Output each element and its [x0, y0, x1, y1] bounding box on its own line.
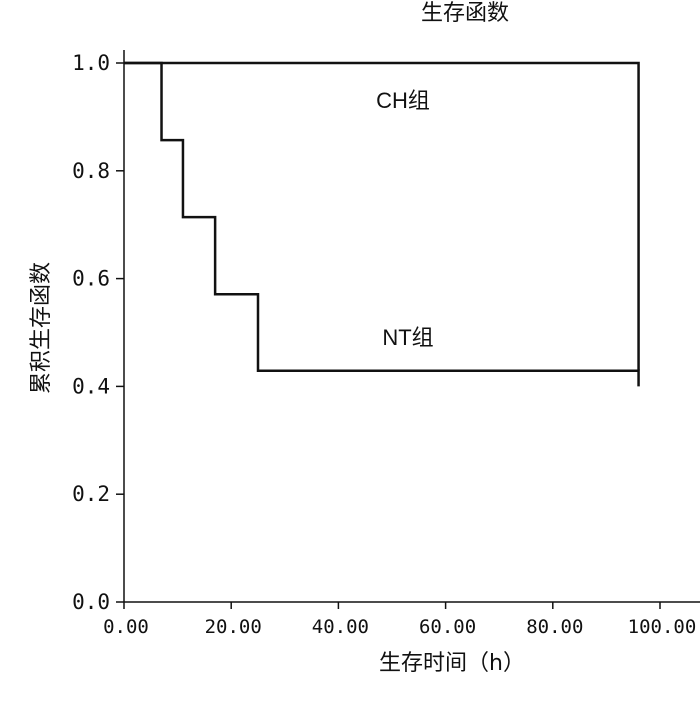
- x-axis-label: 生存时间（h）: [379, 651, 525, 676]
- y-axis-label-group: 累积生存函数: [29, 262, 54, 394]
- y-tick-label: 0.4: [72, 374, 110, 398]
- y-tick-label: 0.0: [72, 590, 110, 614]
- y-tick-label: 0.2: [72, 482, 110, 506]
- series-line-1: [124, 61, 640, 387]
- x-tick-label: 60.00: [419, 616, 476, 638]
- x-tick-label: 80.00: [526, 616, 583, 638]
- series-label-0: CH组: [376, 88, 430, 113]
- series-line-0: [124, 61, 640, 371]
- x-tick-label: 20.00: [205, 616, 262, 638]
- y-tick-label: 1.0: [72, 51, 110, 75]
- x-tick-label: 100.00: [628, 616, 697, 638]
- series-label-1: NT组: [382, 325, 433, 350]
- y-ticks: 0.0 0.2 0.4 0.6 0.8 1.0: [72, 51, 124, 614]
- x-tick-label: 40.00: [312, 616, 369, 638]
- y-tick-label: 0.8: [72, 159, 110, 183]
- y-axis-label: 累积生存函数: [29, 262, 54, 394]
- x-ticks: 0.00 20.00 40.00 60.00 80.00 100.00: [103, 602, 696, 638]
- chart-title: 生存函数: [421, 1, 509, 26]
- x-tick-label: 0.00: [103, 616, 149, 638]
- series-group: CH组 NT组: [124, 61, 640, 387]
- y-tick-label: 0.6: [72, 267, 110, 291]
